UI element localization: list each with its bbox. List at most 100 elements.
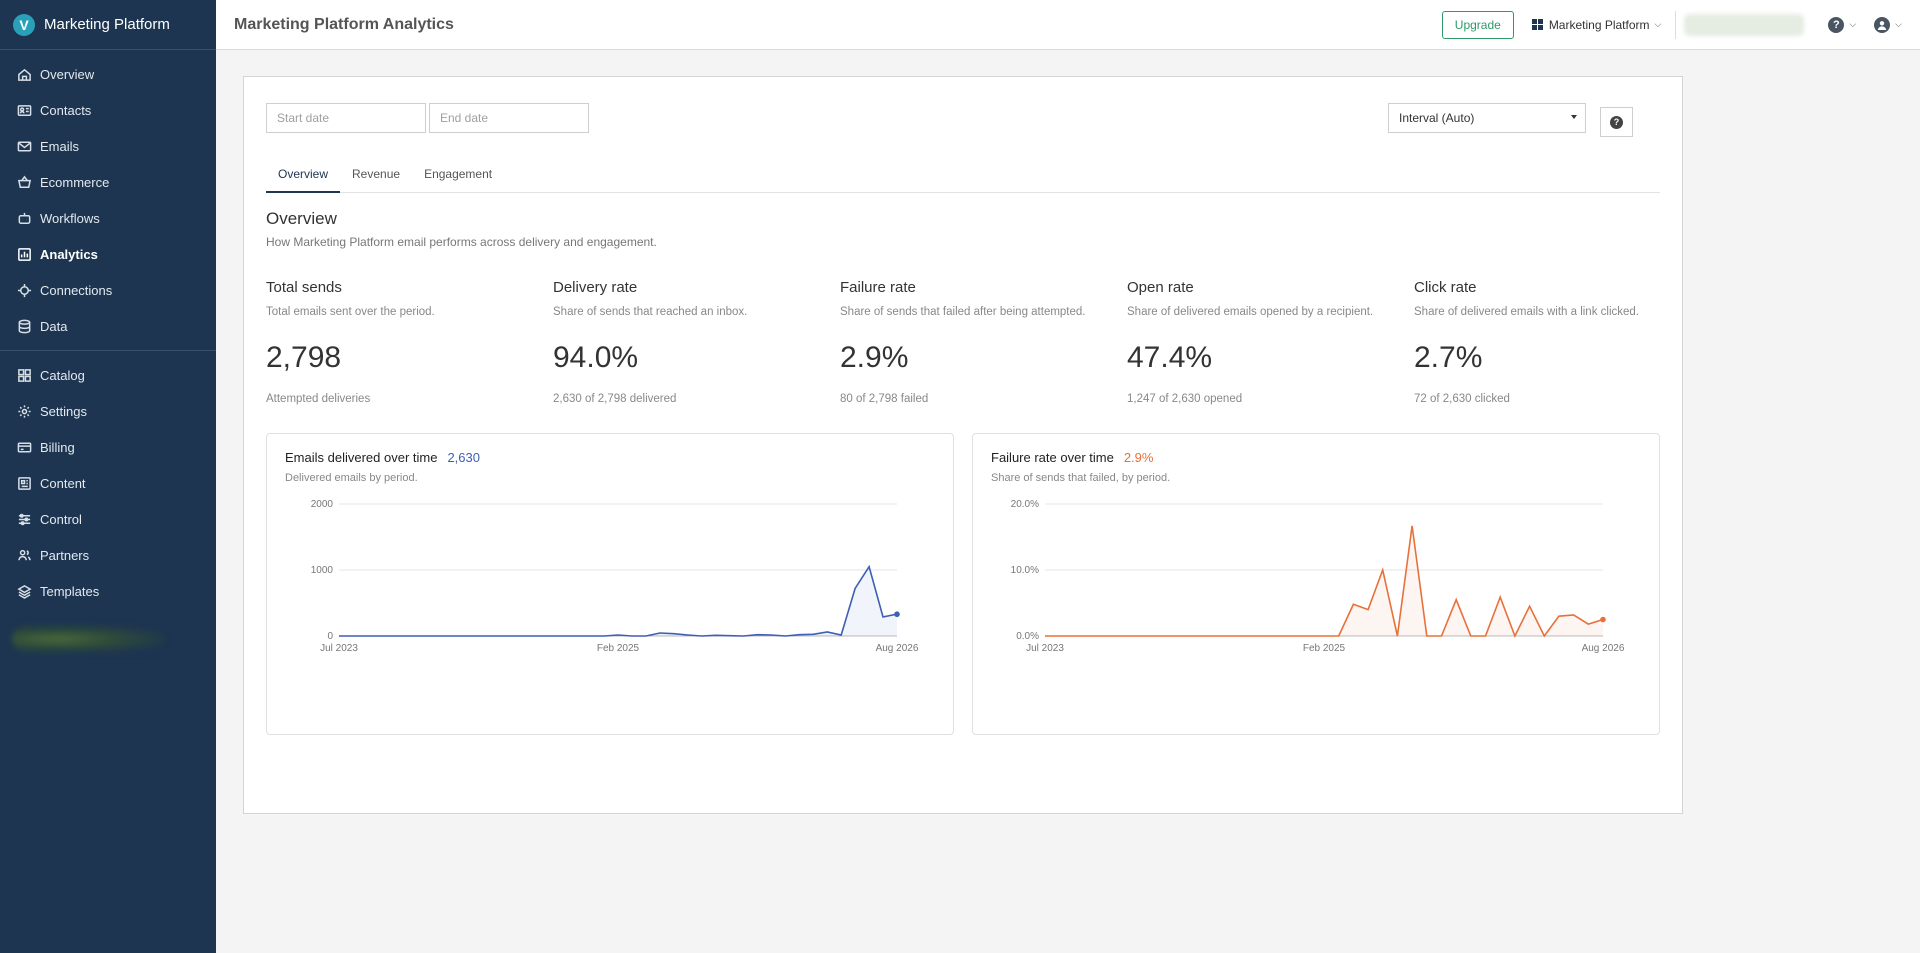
sidebar-item-partners[interactable]: Partners — [0, 537, 216, 573]
sidebar-nav: Overview Contacts Emails Ecommerce Workflows… — [0, 50, 216, 615]
last-point — [894, 611, 900, 618]
gear-icon — [16, 403, 32, 419]
tab-engagement[interactable]: Engagement — [424, 167, 493, 181]
connections-icon — [16, 282, 32, 298]
home-icon — [16, 66, 32, 82]
sidebar-item-billing[interactable]: Billing — [0, 429, 216, 465]
analytics-panel: Interval (Auto) ? Overview Revenue Engagem… — [243, 76, 1683, 814]
sidebar-item-label: Control — [40, 511, 82, 527]
grid-icon — [1531, 19, 1543, 30]
metric-description: Share of sends that failed after being a… — [840, 306, 1086, 318]
metric-title: Delivery rate — [553, 279, 638, 296]
nav-group: Catalog Settings Billing Content Control Part… — [0, 350, 216, 615]
interval-label: Interval (Auto) — [1399, 111, 1475, 125]
partners-icon — [16, 547, 32, 563]
sidebar-item-label: Settings — [40, 403, 87, 419]
metric-description: Share of sends that reached an inbox. — [553, 306, 748, 318]
chart-subtitle: Delivered emails by period. — [285, 472, 418, 484]
delivered-chart-card: Emails delivered over time 2,630 Deliver… — [266, 433, 954, 735]
metric-card: Failure rate Share of sends that failed a… — [840, 279, 1100, 405]
brand[interactable]: V Marketing Platform — [0, 0, 216, 50]
blurred-sidebar-item[interactable] — [12, 625, 164, 653]
delivered-chart: 0 1000 2000 Jul 2023 Feb 2025 Aug 2026 — [311, 499, 919, 654]
metric-footnote: 80 of 2,798 failed — [840, 393, 929, 405]
caret-down-icon — [1571, 115, 1577, 119]
metric-value: 2,798 — [266, 341, 342, 374]
y-tick-label: 20.0% — [1011, 499, 1039, 510]
y-tick-label: 0 — [327, 631, 333, 642]
sidebar: V Marketing Platform Overview Contacts Ema… — [0, 0, 216, 953]
metric-card: Delivery rate Share of sends that reached… — [553, 279, 813, 405]
section-title: Overview — [266, 209, 337, 228]
y-tick-label: 0.0% — [1016, 631, 1039, 642]
sidebar-item-connections[interactable]: Connections — [0, 272, 216, 308]
metric-value: 2.9% — [840, 341, 909, 374]
sidebar-item-settings[interactable]: Settings — [0, 393, 216, 429]
metric-title: Total sends — [266, 279, 342, 296]
section-subtitle: How Marketing Platform email performs ac… — [266, 235, 657, 249]
sidebar-item-analytics[interactable]: Analytics — [0, 236, 216, 272]
metric-value: 2.7% — [1414, 341, 1483, 374]
robot-icon — [16, 210, 32, 226]
series-area — [339, 566, 897, 636]
tab-overview[interactable]: Overview — [266, 163, 341, 193]
start-date-input[interactable] — [266, 103, 426, 133]
last-point — [1600, 616, 1606, 623]
chevron-down-icon: ⌵ — [1895, 19, 1902, 29]
sidebar-item-catalog[interactable]: Catalog — [0, 357, 216, 393]
help-icon: ? — [1610, 115, 1623, 129]
end-date-input[interactable] — [429, 103, 589, 133]
x-tick-label: Aug 2026 — [1582, 643, 1625, 654]
metric-card: Open rate Share of delivered emails opene… — [1127, 279, 1387, 405]
sidebar-item-templates[interactable]: Templates — [0, 573, 216, 609]
sidebar-item-label: Overview — [40, 66, 95, 82]
help-menu[interactable]: ? ⌵ — [1828, 16, 1856, 33]
x-tick-label: Jul 2023 — [320, 643, 358, 654]
sliders-icon — [16, 511, 32, 527]
sidebar-item-label: Ecommerce — [40, 174, 110, 190]
sidebar-item-workflows[interactable]: Workflows — [0, 200, 216, 236]
page-title: Marketing Platform Analytics — [234, 15, 454, 33]
sidebar-item-label: Data — [40, 318, 68, 334]
failure-chart-card: Failure rate over time 2.9% Share of sen… — [972, 433, 1660, 735]
metric-footnote: 1,247 of 2,630 opened — [1127, 393, 1243, 405]
sidebar-item-contacts[interactable]: Contacts — [0, 92, 216, 128]
metric-title: Click rate — [1414, 279, 1477, 296]
chart-headline: 2.9% — [1123, 450, 1154, 465]
series-line — [1045, 525, 1604, 639]
y-tick-label: 1000 — [311, 565, 334, 576]
help-icon: ? — [1828, 16, 1845, 33]
metric-title: Open rate — [1127, 279, 1194, 296]
blurred-account-name[interactable] — [1684, 13, 1805, 36]
tab-revenue[interactable]: Revenue — [352, 167, 401, 181]
metric-description: Share of delivered emails opened by a re… — [1127, 306, 1374, 318]
x-tick-label: Jul 2023 — [1026, 643, 1064, 654]
nav-group: Overview Contacts Emails Ecommerce Workflows… — [0, 50, 216, 350]
catalog-icon — [16, 367, 32, 383]
user-menu[interactable]: ⌵ — [1874, 16, 1902, 33]
sidebar-item-label: Billing — [40, 439, 75, 455]
series-area — [1045, 525, 1603, 636]
content-icon — [16, 475, 32, 491]
interval-select[interactable]: Interval (Auto) — [1388, 103, 1586, 133]
sidebar-item-label: Partners — [40, 547, 90, 563]
divider — [1675, 10, 1677, 39]
basket-icon — [16, 174, 32, 190]
sidebar-item-ecommerce[interactable]: Ecommerce — [0, 164, 216, 200]
sidebar-item-content[interactable]: Content — [0, 465, 216, 501]
upgrade-button[interactable]: Upgrade — [1441, 10, 1514, 39]
metric-footnote: 72 of 2,630 clicked — [1414, 393, 1510, 405]
metric-title: Failure rate — [840, 279, 916, 296]
help-button[interactable]: ? — [1600, 107, 1633, 137]
sidebar-item-data[interactable]: Data — [0, 308, 216, 344]
sidebar-item-control[interactable]: Control — [0, 501, 216, 537]
sidebar-item-label: Emails — [40, 138, 80, 154]
sidebar-item-overview[interactable]: Overview — [0, 56, 216, 92]
x-tick-label: Aug 2026 — [876, 643, 919, 654]
metric-footnote: 2,630 of 2,798 delivered — [553, 393, 677, 405]
top-header: Marketing Platform Analytics Upgrade Mar… — [216, 0, 1920, 50]
workspace-label: Marketing Platform — [1548, 17, 1650, 32]
sidebar-item-emails[interactable]: Emails — [0, 128, 216, 164]
workspace-switcher[interactable]: Marketing Platform ⌵ — [1531, 17, 1661, 32]
chart-headline: 2,630 — [447, 450, 480, 465]
